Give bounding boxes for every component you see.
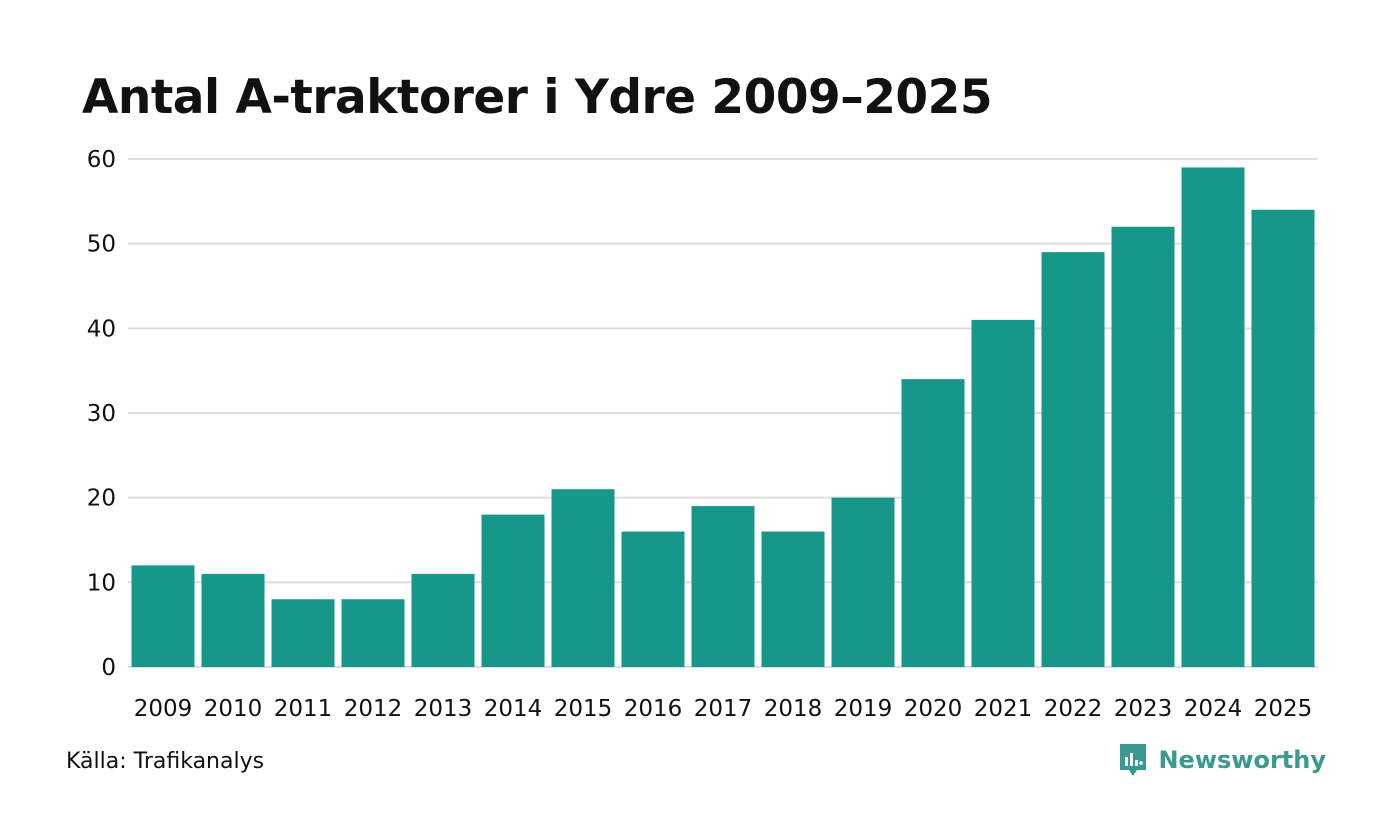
x-tick-label: 2017 bbox=[694, 696, 753, 722]
x-tick-label: 2015 bbox=[554, 696, 613, 722]
bar-2021 bbox=[971, 319, 1035, 667]
x-tick-label: 2021 bbox=[974, 696, 1033, 722]
bar-2016 bbox=[621, 531, 685, 667]
y-tick-label: 60 bbox=[87, 147, 116, 173]
x-tick-label: 2023 bbox=[1114, 696, 1173, 722]
bar-2019 bbox=[831, 497, 895, 667]
bar-2017 bbox=[691, 506, 755, 667]
x-tick-label: 2012 bbox=[344, 696, 403, 722]
bar-2010 bbox=[201, 573, 265, 667]
y-tick-label: 40 bbox=[87, 316, 116, 342]
bar-2023 bbox=[1111, 226, 1175, 667]
y-tick-label: 30 bbox=[87, 401, 116, 427]
x-tick-label: 2016 bbox=[624, 696, 683, 722]
bar-2013 bbox=[411, 573, 475, 667]
x-tick-label: 2025 bbox=[1254, 696, 1313, 722]
bar-2022 bbox=[1041, 252, 1105, 667]
y-tick-label: 20 bbox=[87, 486, 116, 512]
bars bbox=[131, 167, 1315, 668]
bar-2009 bbox=[131, 565, 195, 667]
x-tick-label: 2011 bbox=[274, 696, 333, 722]
brand-name: Newsworthy bbox=[1158, 746, 1326, 774]
bar-2012 bbox=[341, 599, 405, 667]
x-tick-label: 2013 bbox=[414, 696, 473, 722]
x-tick-label: 2018 bbox=[764, 696, 823, 722]
source-note: Källa: Trafikanalys bbox=[66, 749, 265, 774]
y-tick-label: 50 bbox=[87, 232, 116, 258]
chart-title: Antal A-traktorer i Ydre 2009–2025 bbox=[82, 70, 993, 125]
bar-2011 bbox=[271, 599, 335, 667]
bar-2025 bbox=[1251, 209, 1315, 668]
bar-2015 bbox=[551, 489, 615, 667]
x-tick-label: 2014 bbox=[484, 696, 543, 722]
x-axis-ticks: 2009 2010 2011 2012 2013 2014 2015 2016 2017 2018… bbox=[134, 696, 1313, 722]
x-tick-label: 2020 bbox=[904, 696, 963, 722]
y-tick-label: 10 bbox=[87, 570, 116, 596]
x-tick-label: 2022 bbox=[1044, 696, 1103, 722]
bar-2018 bbox=[761, 531, 825, 667]
bar-2020 bbox=[901, 379, 965, 667]
x-tick-label: 2024 bbox=[1184, 696, 1243, 722]
x-tick-label: 2010 bbox=[204, 696, 263, 722]
newsworthy-logo-icon bbox=[1120, 744, 1147, 776]
bar-2014 bbox=[481, 514, 545, 667]
x-tick-label: 2009 bbox=[134, 696, 193, 722]
x-tick-label: 2019 bbox=[834, 696, 893, 722]
brand-logo: Newsworthy bbox=[1118, 742, 1326, 778]
bar-2024 bbox=[1181, 167, 1245, 667]
y-tick-label: 0 bbox=[101, 655, 116, 681]
y-axis-ticks: 0 10 20 30 40 50 60 bbox=[87, 147, 116, 681]
